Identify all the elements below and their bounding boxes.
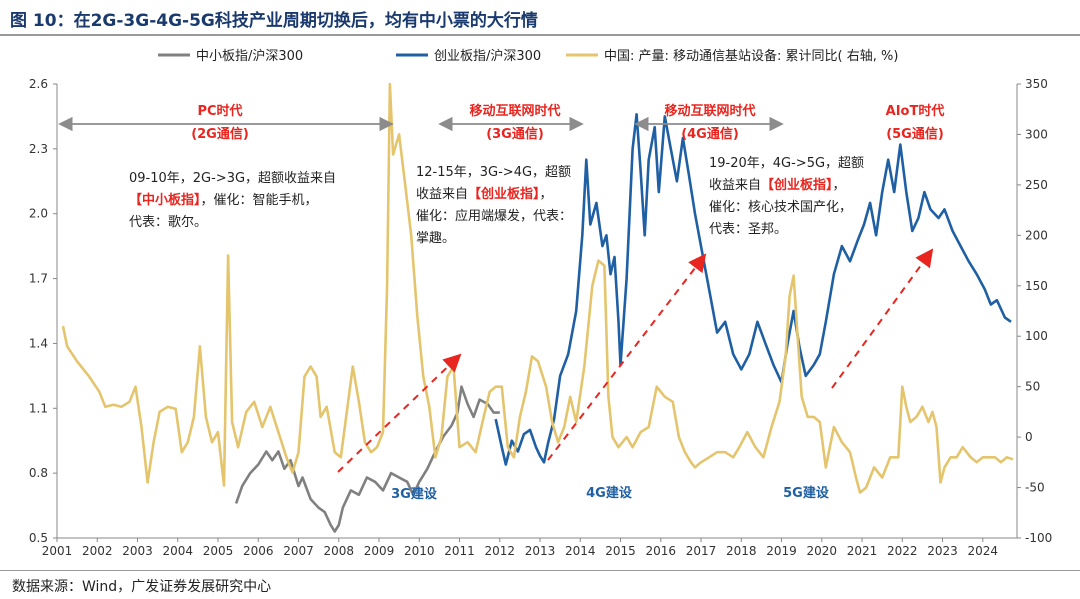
y-left-tick-label: 2.6 [29, 77, 48, 91]
period-label: 移动互联网时代 [469, 103, 560, 119]
annotation-line: 掌趣。 [416, 231, 455, 246]
y-left-tick-label: 1.4 [29, 336, 48, 350]
annotation-line: 代表：歌尔。 [129, 215, 207, 230]
y-right-tick-label: 200 [1025, 228, 1048, 242]
y-right-tick-label: 50 [1025, 380, 1040, 394]
series-chinext-line [494, 113, 1012, 466]
trend-arrow [547, 253, 707, 461]
x-tick-label: 2005 [203, 544, 234, 558]
trend-arrow [831, 248, 934, 389]
build-label: 4G建设 [586, 485, 633, 501]
x-tick-label: 2022 [887, 544, 918, 558]
x-tick-label: 2008 [323, 544, 354, 558]
x-tick-label: 2007 [283, 544, 314, 558]
source-note: 数据来源：Wind，广发证券发展研究中心 [12, 579, 272, 595]
annotation-line: 催化：应用端爆发，代表： [416, 208, 572, 224]
y-left-tick-label: 1.1 [29, 401, 48, 415]
period-label: PC时代 [197, 103, 242, 119]
annotation-line: 催化：核心技术国产化， [709, 200, 852, 215]
legend-label: 创业板指/沪深300 [434, 48, 541, 64]
chart: 0.5 0.8 1.1 1.4 1.7 2.0 2.3 2.6 -100 -50 0 50 100 150… [29, 48, 1052, 558]
y-right-tick-label: 150 [1025, 279, 1048, 293]
build-label: 5G建设 [783, 485, 830, 501]
period-sublabel: (5G通信) [886, 126, 944, 142]
period-sublabel: (4G通信) [681, 126, 739, 142]
x-tick-label: 2006 [243, 544, 274, 558]
x-tick-label: 2004 [162, 544, 193, 558]
x-tick-label: 2024 [968, 544, 999, 558]
annotation-line: 【中小板指】，催化：智能手机， [129, 192, 318, 208]
x-tick-label: 2013 [525, 544, 556, 558]
y-left-tick-label: 0.8 [29, 466, 48, 480]
y-left-tick-label: 1.7 [29, 272, 48, 286]
y-left-tick-label: 0.5 [29, 531, 48, 545]
annotation-line: 收益来自【创业板指】， [709, 177, 846, 193]
x-tick-label: 2021 [847, 544, 878, 558]
x-tick-label: 2012 [484, 544, 515, 558]
x-tick-label: 2002 [82, 544, 113, 558]
title-divider [0, 34, 1080, 36]
legend-label: 中小板指/沪深300 [196, 48, 303, 64]
annotation-line: 代表：圣邦。 [709, 222, 787, 237]
source-divider [0, 570, 1080, 571]
x-tick-label: 2016 [646, 544, 677, 558]
x-tick-label: 2014 [565, 544, 596, 558]
build-label: 3G建设 [391, 486, 438, 502]
x-tick-label: 2017 [686, 544, 717, 558]
page-title: 图 10：在2G-3G-4G-5G科技产业周期切换后，均有中小票的大行情 [10, 11, 538, 31]
y-right-tick-label: -50 [1025, 481, 1045, 495]
trend-arrow [337, 353, 462, 473]
y-right-tick-label: 0 [1025, 430, 1033, 444]
y-right-tick-label: 350 [1025, 77, 1048, 91]
y-left-tick-label: 2.3 [29, 142, 48, 156]
series-basestation-line [61, 82, 1014, 494]
annotation-line: 19-20年，4G->5G，超额 [709, 156, 864, 171]
y-left-tick-label: 2.0 [29, 207, 48, 221]
y-right-tick-label: 300 [1025, 127, 1048, 141]
period-sublabel: (2G通信) [191, 126, 249, 142]
x-tick-label: 2015 [605, 544, 636, 558]
y-right-tick-label: 250 [1025, 178, 1048, 192]
x-tick-label: 2001 [42, 544, 73, 558]
legend-label: 中国: 产量: 移动通信基站设备: 累计同比( 右轴, %) [604, 48, 898, 64]
annotation-line: 12-15年，3G->4G，超额 [416, 165, 571, 180]
x-tick-label: 2018 [726, 544, 757, 558]
y-right-tick-label: 100 [1025, 329, 1048, 343]
x-tick-label: 2019 [766, 544, 797, 558]
period-label: AIoT时代 [886, 103, 945, 119]
y-right-tick-label: -100 [1025, 531, 1052, 545]
x-tick-label: 2011 [444, 544, 475, 558]
annotation-line: 收益来自【创业板指】， [416, 186, 553, 202]
series-smallcap-line [234, 385, 500, 533]
x-tick-label: 2003 [122, 544, 153, 558]
annotation-line: 09-10年，2G->3G，超额收益来自 [129, 171, 336, 186]
period-sublabel: (3G通信) [486, 126, 544, 142]
period-label: 移动互联网时代 [664, 103, 755, 119]
x-tick-label: 2009 [364, 544, 395, 558]
x-tick-label: 2010 [404, 544, 435, 558]
x-tick-label: 2020 [807, 544, 838, 558]
x-tick-label: 2023 [927, 544, 958, 558]
